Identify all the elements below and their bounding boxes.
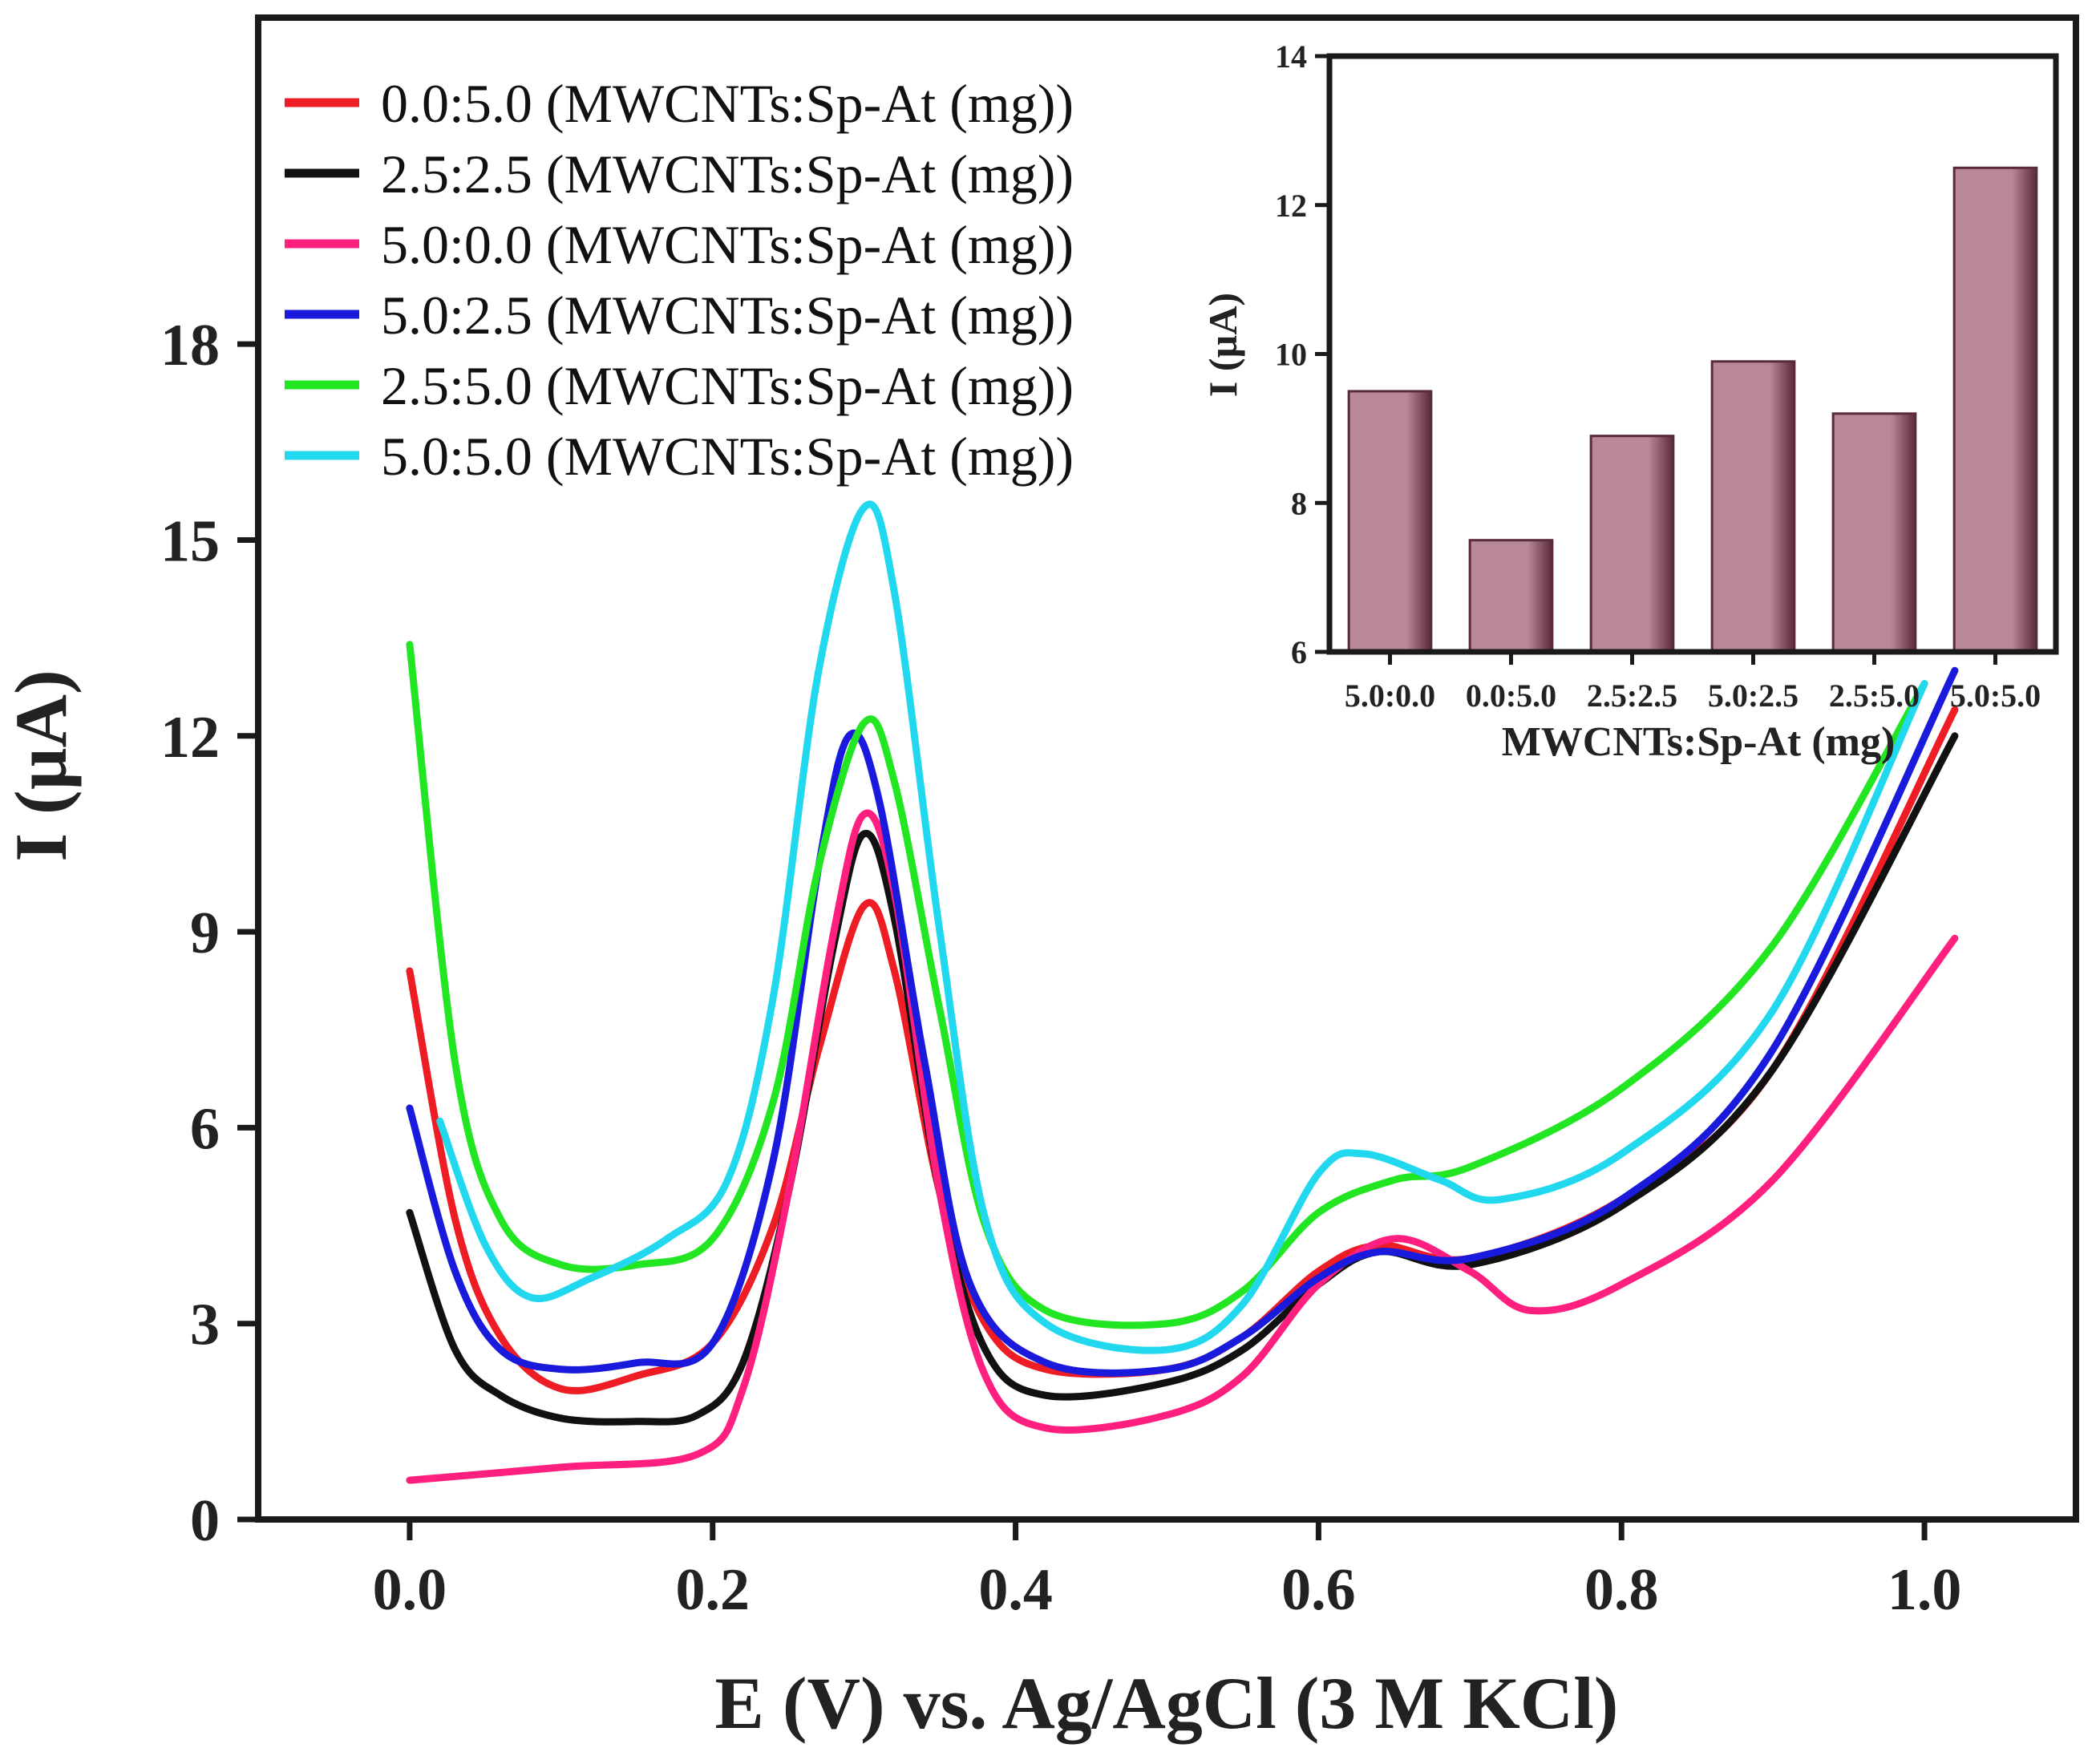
inset-y-axis-title: I (µA): [1200, 293, 1245, 397]
inset-bar-3: [1589, 435, 1675, 653]
legend-label: 5.0:2.5 (MWCNTs:Sp-At (mg)): [381, 285, 1074, 346]
inset-x-tick-label: 5.0:2.5: [1708, 678, 1799, 714]
main-x-axis-ticks: 0.0 0.2 0.4 0.6 0.8 1.0: [373, 1519, 1962, 1623]
main-x-tick-label: 0.2: [676, 1557, 751, 1623]
inset-x-axis-ticks: 5.0:0.0 0.0:5.0 2.5:2.5 5.0:2.5 2.5:5.0 5.0:5…: [1345, 652, 2041, 714]
series-line-6: [436, 500, 1928, 1354]
main-x-tick-label: 0.8: [1584, 1557, 1659, 1623]
main-x-axis-title: E (V) vs. Ag/AgCl (3 M KCl): [715, 1662, 1619, 1744]
legend-label: 2.5:2.5 (MWCNTs:Sp-At (mg)): [381, 144, 1074, 204]
inset-y-tick-label: 10: [1275, 337, 1307, 373]
main-y-tick-label: 18: [160, 313, 220, 378]
inset-y-tick-label: 14: [1275, 38, 1307, 75]
inset-bar-2: [1468, 539, 1554, 653]
inset-bars-group: [1347, 166, 2038, 653]
main-y-tick-label: 3: [190, 1293, 220, 1358]
legend-label: 5.0:0.0 (MWCNTs:Sp-At (mg)): [381, 214, 1074, 275]
main-x-tick-label: 0.4: [978, 1557, 1053, 1623]
main-y-axis-title: I (µA): [0, 670, 82, 862]
main-x-tick-label: 1.0: [1888, 1557, 1962, 1623]
main-plot-frame: [255, 14, 2079, 1523]
main-x-tick-label: 0.0: [373, 1557, 447, 1623]
inset-x-tick-label: 2.5:2.5: [1587, 678, 1677, 714]
main-y-tick-label: 6: [190, 1096, 220, 1162]
series-line-3: [406, 809, 1959, 1484]
main-line-chart: 0 3 6 9 12 15 18 0.0 0.2 0.4 0.6 0.8 1.0 E (V) vs. …: [0, 14, 2079, 1744]
inset-bar-chart: 6 8 10 12 14 5.0:0.0 0.0:5.0 2.5:2.5 5.0:2.5 2.5…: [1200, 38, 2059, 765]
legend: 0.0:5.0 (MWCNTs:Sp-At (mg)) 2.5:2.5 (MWCN…: [285, 73, 1074, 487]
main-y-tick-label: 12: [160, 705, 220, 771]
legend-label: 2.5:5.0 (MWCNTs:Sp-At (mg)): [381, 355, 1074, 416]
main-series-group: [406, 500, 1959, 1484]
inset-bar-5: [1831, 412, 1917, 653]
main-y-tick-label: 9: [190, 900, 220, 966]
inset-x-tick-label: 5.0:0.0: [1345, 678, 1435, 714]
inset-bar-4: [1710, 360, 1796, 653]
inset-x-tick-label: 0.0:5.0: [1466, 678, 1556, 714]
legend-label: 0.0:5.0 (MWCNTs:Sp-At (mg)): [381, 73, 1074, 134]
inset-x-tick-label: 2.5:5.0: [1829, 678, 1920, 714]
inset-x-tick-label: 5.0:5.0: [1950, 678, 2041, 714]
inset-y-axis-ticks: 6 8 10 12 14: [1275, 38, 1329, 670]
inset-bar-6: [1952, 166, 2038, 653]
inset-y-tick-label: 6: [1291, 634, 1307, 670]
series-line-4: [406, 666, 1959, 1377]
inset-y-tick-label: 8: [1291, 485, 1307, 521]
main-y-tick-label: 15: [160, 508, 220, 574]
inset-y-tick-label: 12: [1275, 188, 1307, 224]
main-y-tick-label: 0: [190, 1488, 220, 1554]
main-x-tick-label: 0.6: [1281, 1557, 1356, 1623]
series-line-5: [406, 641, 1928, 1329]
inset-x-axis-title: MWCNTs:Sp-At (mg): [1502, 719, 1896, 765]
main-y-axis-ticks: 0 3 6 9 12 15 18: [160, 313, 258, 1554]
legend-label: 5.0:5.0 (MWCNTs:Sp-At (mg)): [381, 426, 1074, 487]
inset-bar-1: [1347, 390, 1433, 653]
